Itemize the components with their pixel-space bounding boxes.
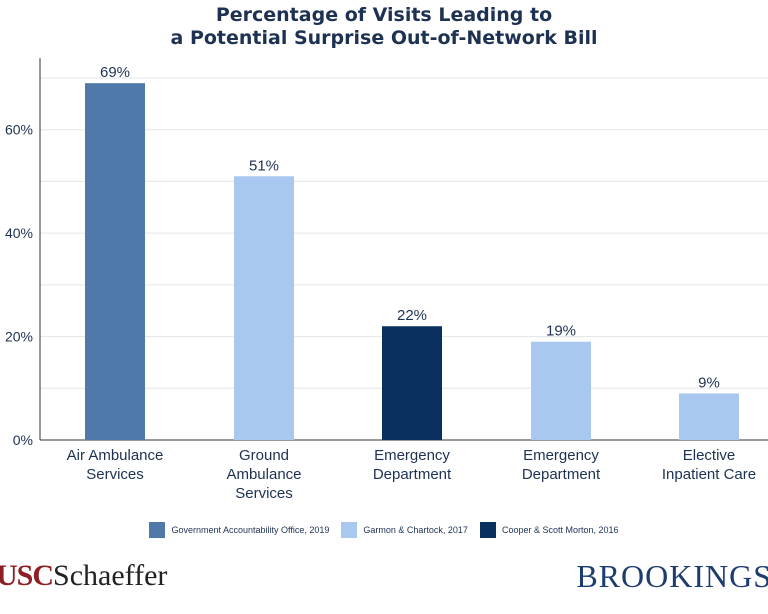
legend-swatch bbox=[149, 522, 166, 538]
legend-label: Garmon & Chartock, 2017 bbox=[363, 525, 468, 535]
legend-item-gao: Government Accountability Office, 2019 bbox=[149, 522, 329, 538]
legend-item-cooper: Cooper & Scott Morton, 2016 bbox=[479, 522, 619, 538]
bar bbox=[531, 341, 591, 440]
x-tick-label: Services bbox=[235, 485, 293, 502]
x-tick-label: Ground bbox=[239, 447, 289, 464]
bar-chart: 0% 20% 40% 60% 69% Air Ambulance Services 51% Gr… bbox=[5, 58, 768, 502]
legend-swatch bbox=[479, 522, 496, 538]
chart-legend: Government Accountability Office, 2019 G… bbox=[0, 522, 768, 538]
bar bbox=[85, 83, 145, 441]
x-tick-label: Emergency bbox=[523, 447, 599, 464]
x-tick-label: Department bbox=[522, 466, 601, 483]
chart-title: Percentage of Visits Leading to a Potent… bbox=[0, 4, 768, 50]
schaeffer-logo-text: Schaeffer bbox=[53, 559, 168, 592]
x-tick-label: Services bbox=[86, 466, 144, 483]
legend-label: Government Accountability Office, 2019 bbox=[171, 525, 330, 535]
x-tick-label: Elective bbox=[683, 447, 736, 464]
bar-value-label: 51% bbox=[249, 157, 279, 174]
bar bbox=[679, 393, 739, 440]
y-tick-label: 0% bbox=[13, 432, 33, 448]
bar-value-label: 9% bbox=[698, 374, 720, 391]
x-tick-label: Department bbox=[373, 466, 452, 483]
chart-title-line-2: a Potential Surprise Out-of-Network Bill bbox=[170, 27, 598, 49]
bar-value-label: 19% bbox=[546, 323, 576, 340]
bar bbox=[234, 176, 294, 440]
bar-value-label: 69% bbox=[100, 64, 130, 81]
usc-logo-text: USC bbox=[0, 559, 54, 592]
usc-schaeffer-logo: USCSchaeffer bbox=[0, 556, 167, 596]
brookings-logo: BROOKINGS bbox=[576, 558, 768, 594]
y-tick-label: 60% bbox=[5, 122, 33, 138]
y-tick-label: 40% bbox=[5, 225, 33, 241]
x-tick-label: Emergency bbox=[374, 447, 450, 464]
legend-swatch bbox=[341, 522, 358, 538]
x-tick-label: Inpatient Care bbox=[662, 466, 756, 483]
legend-item-garmon: Garmon & Chartock, 2017 bbox=[341, 522, 468, 538]
x-tick-label: Ambulance bbox=[226, 466, 301, 483]
chart-title-line-1: Percentage of Visits Leading to bbox=[215, 4, 553, 26]
bar bbox=[382, 326, 442, 440]
y-tick-label: 20% bbox=[5, 329, 33, 345]
legend-label: Cooper & Scott Morton, 2016 bbox=[501, 525, 619, 535]
x-tick-label: Air Ambulance bbox=[67, 447, 164, 464]
bar-value-label: 22% bbox=[397, 307, 427, 324]
